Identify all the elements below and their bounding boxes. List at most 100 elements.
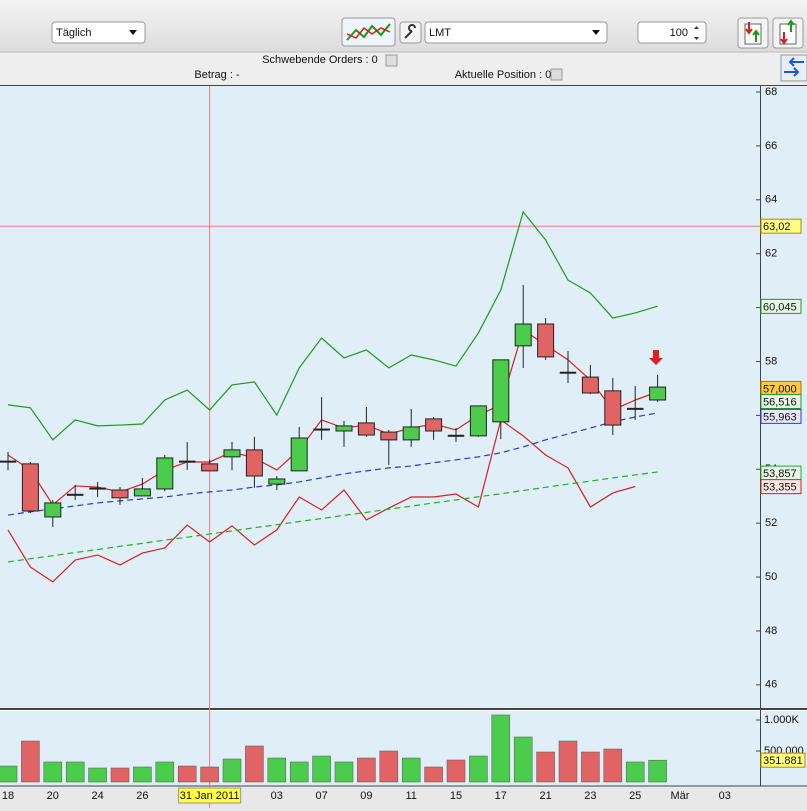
volume-bar xyxy=(110,767,130,783)
date-axis xyxy=(0,786,807,811)
symbol-select[interactable] xyxy=(424,21,608,44)
price-panel xyxy=(0,85,807,709)
candle-body xyxy=(357,422,375,436)
y-tick-label: 64 xyxy=(765,194,777,206)
volume-bar xyxy=(536,751,555,783)
price-marker-box xyxy=(760,393,802,409)
y-tick-label: 52 xyxy=(765,517,777,529)
x-tick-label: 11 xyxy=(405,790,416,802)
quantity-text: 100 xyxy=(670,27,688,39)
candle-body xyxy=(559,371,577,374)
info-bar xyxy=(0,52,807,85)
quantity-spinner[interactable] xyxy=(637,21,707,44)
volume-bar xyxy=(177,765,197,783)
price-marker: 63,02 xyxy=(763,221,791,233)
volume-bar xyxy=(379,750,399,783)
volume-bar xyxy=(469,755,488,783)
x-tick-label: Mär xyxy=(671,790,690,802)
volume-bar xyxy=(648,759,667,783)
volume-bar xyxy=(513,736,533,783)
candle-body xyxy=(223,449,241,458)
x-tick-label: 23 xyxy=(584,790,596,802)
candle-body xyxy=(537,323,555,358)
price-marker-box xyxy=(760,479,802,495)
indicator-line xyxy=(7,210,658,441)
x-tick-label: 20 xyxy=(47,790,59,802)
volume-bar xyxy=(289,761,309,783)
volume-bar xyxy=(155,761,175,783)
x-tick-label: 03 xyxy=(271,790,283,802)
volume-marker: 351.881 xyxy=(763,755,803,767)
candle-body xyxy=(581,376,599,394)
y-tick-label: 48 xyxy=(765,625,777,637)
candle-body xyxy=(178,460,196,463)
x-tick-label: 31 Jan 2011 xyxy=(180,790,240,802)
period-text: Täglich xyxy=(56,27,91,39)
candle-body xyxy=(89,487,106,490)
volume-bar xyxy=(245,745,264,783)
volume-bar xyxy=(334,761,354,783)
pending-orders: Schwebende Orders : 0 xyxy=(262,54,378,66)
candle-body xyxy=(649,386,667,401)
volume-bar xyxy=(625,761,645,783)
volume-bar xyxy=(424,766,443,783)
candle-body xyxy=(133,488,151,497)
candle-body xyxy=(290,437,308,472)
candle-body xyxy=(514,323,532,347)
candle-body xyxy=(402,426,420,441)
x-tick-label: 03 xyxy=(719,790,731,802)
volume-marker-box xyxy=(760,752,806,768)
amount: Betrag : - xyxy=(194,69,240,81)
volume-bar xyxy=(401,757,421,783)
x-tick-label: 24 xyxy=(91,790,103,802)
candle-body xyxy=(335,425,353,432)
x-tick-label: 25 xyxy=(629,790,641,802)
volume-bar xyxy=(446,759,466,783)
price-marker: 56,516 xyxy=(763,396,797,408)
volume-bar xyxy=(0,765,18,783)
indicator-line xyxy=(7,418,636,583)
candle-body xyxy=(245,449,263,477)
candle-body xyxy=(268,478,286,485)
volume-bar xyxy=(312,755,331,783)
volume-bar xyxy=(491,714,511,783)
price-marker: 55,963 xyxy=(763,411,797,423)
candle-body xyxy=(66,493,84,496)
candle-body xyxy=(492,359,510,423)
price-marker-box xyxy=(760,298,802,314)
period-select[interactable] xyxy=(51,21,146,44)
y-tick-label: 66 xyxy=(765,140,777,152)
symbol-text: LMT xyxy=(429,27,451,39)
y-tick-label: 58 xyxy=(765,355,777,367)
volume-bar xyxy=(581,751,600,783)
volume-bar xyxy=(222,758,242,783)
crosshair-date-box xyxy=(178,787,242,804)
position: Aktuelle Position : 0 xyxy=(455,69,552,81)
candle-body xyxy=(0,460,17,463)
candle-body xyxy=(425,418,443,432)
volume-bar xyxy=(21,740,40,783)
y-tick-label: 68 xyxy=(765,86,777,98)
y-tick-label: 1.000K xyxy=(764,714,800,726)
x-tick-label: 26 xyxy=(136,790,148,802)
y-tick-label: 46 xyxy=(765,679,777,691)
volume-bar xyxy=(357,757,376,783)
volume-bar xyxy=(88,767,107,783)
price-marker-box xyxy=(760,218,802,234)
volume-bar xyxy=(267,757,287,783)
price-marker-box xyxy=(760,408,802,424)
x-tick-label: 21 xyxy=(539,790,551,802)
candle-body xyxy=(156,457,174,490)
signal-arrow xyxy=(649,350,663,365)
candle-body xyxy=(626,407,644,410)
candle-body xyxy=(604,390,622,426)
x-tick-label: 17 xyxy=(495,790,507,802)
y-tick-label: 62 xyxy=(765,248,777,260)
price-marker: 53,355 xyxy=(763,482,797,494)
candle-body xyxy=(111,489,129,499)
x-tick-label: 09 xyxy=(360,790,372,802)
x-tick-label: 15 xyxy=(450,790,462,802)
volume-bar xyxy=(43,761,63,783)
y-tick-label: 50 xyxy=(765,571,777,583)
